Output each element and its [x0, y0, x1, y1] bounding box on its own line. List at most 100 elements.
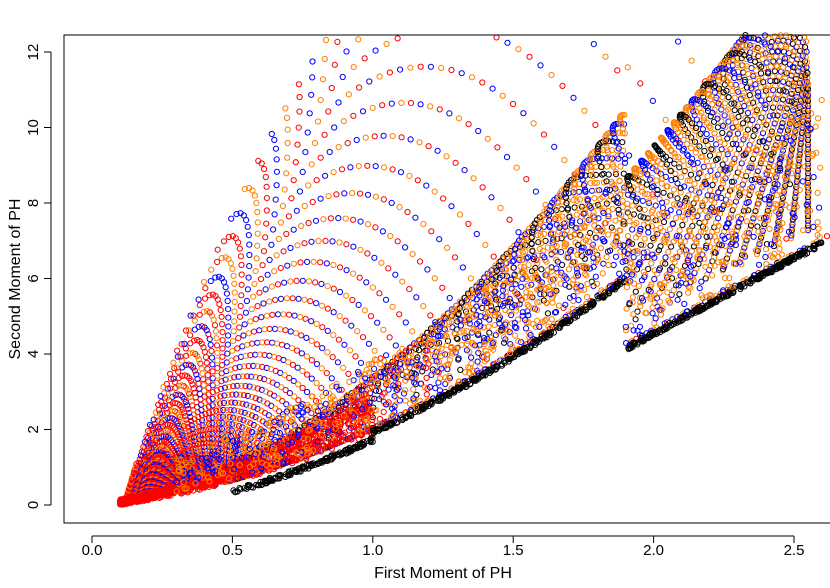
- data-point: [755, 224, 760, 229]
- data-point: [264, 208, 269, 213]
- data-point: [289, 346, 294, 351]
- data-point: [202, 279, 207, 284]
- data-point: [232, 309, 237, 314]
- data-point: [593, 172, 598, 177]
- data-point: [284, 296, 289, 301]
- data-point: [290, 362, 295, 367]
- data-point: [308, 299, 313, 304]
- data-point: [250, 341, 255, 346]
- data-point: [319, 366, 324, 371]
- data-point: [325, 328, 330, 333]
- data-point: [260, 340, 265, 345]
- data-point: [627, 219, 632, 224]
- data-point: [646, 230, 651, 235]
- data-point: [320, 77, 325, 82]
- data-point: [296, 296, 301, 301]
- data-point: [291, 227, 296, 232]
- data-point: [357, 275, 362, 280]
- data-point: [426, 144, 431, 149]
- data-point: [768, 78, 773, 83]
- data-point: [362, 308, 367, 313]
- data-point: [325, 284, 330, 289]
- data-point: [429, 229, 434, 234]
- data-point: [380, 103, 385, 108]
- data-point: [261, 301, 266, 306]
- data-point: [645, 249, 650, 254]
- data-point: [296, 398, 301, 403]
- data-point: [764, 60, 769, 65]
- data-point: [306, 183, 311, 188]
- data-point: [241, 333, 246, 338]
- data-point: [390, 134, 395, 139]
- data-point: [708, 188, 713, 193]
- data-point: [364, 280, 369, 285]
- data-point: [302, 297, 307, 302]
- data-point: [507, 217, 512, 222]
- data-point: [606, 232, 611, 237]
- data-point: [192, 327, 197, 332]
- data-point: [290, 296, 295, 301]
- data-point: [278, 266, 283, 271]
- data-point: [408, 101, 413, 106]
- data-point: [380, 229, 385, 234]
- data-point: [344, 268, 349, 273]
- data-point: [293, 331, 298, 336]
- data-point: [218, 308, 223, 313]
- data-point: [275, 341, 280, 346]
- data-point: [299, 333, 304, 338]
- data-point: [471, 176, 476, 181]
- data-point: [598, 246, 603, 251]
- data-point: [229, 216, 234, 221]
- data-point: [255, 304, 260, 309]
- data-point: [304, 335, 309, 340]
- data-point: [736, 114, 741, 119]
- data-point: [365, 163, 370, 168]
- data-point: [356, 37, 361, 42]
- data-point: [262, 327, 267, 332]
- data-point: [513, 333, 518, 338]
- data-point: [449, 204, 454, 209]
- data-point: [491, 254, 496, 259]
- data-point: [329, 376, 334, 381]
- data-point: [219, 314, 224, 319]
- data-point: [356, 302, 361, 307]
- data-point: [270, 340, 275, 345]
- data-point: [284, 115, 289, 120]
- data-point: [284, 171, 289, 176]
- data-point: [671, 288, 676, 293]
- data-point: [226, 307, 231, 312]
- data-point: [314, 321, 319, 326]
- data-point: [314, 361, 319, 366]
- data-point: [699, 279, 704, 284]
- data-point: [264, 184, 269, 189]
- data-point: [215, 358, 220, 363]
- data-point: [355, 329, 360, 334]
- data-point: [254, 200, 259, 205]
- data-point: [485, 136, 490, 141]
- data-point: [251, 294, 256, 299]
- data-point: [761, 93, 766, 98]
- data-point: [225, 298, 230, 303]
- data-point: [790, 111, 795, 116]
- data-point: [372, 134, 377, 139]
- data-point: [233, 423, 238, 428]
- data-point: [689, 146, 694, 151]
- data-point: [334, 192, 339, 197]
- data-point: [407, 287, 412, 292]
- data-point: [215, 247, 220, 252]
- data-point: [469, 75, 474, 80]
- data-point: [515, 317, 520, 322]
- data-point: [408, 65, 413, 70]
- data-point: [489, 195, 494, 200]
- data-point: [232, 429, 237, 434]
- data-point: [294, 208, 299, 213]
- data-point: [673, 154, 678, 159]
- data-point: [340, 74, 345, 79]
- data-point: [263, 287, 268, 292]
- data-point: [440, 285, 445, 290]
- data-point: [247, 264, 252, 269]
- data-point: [443, 381, 448, 386]
- data-point: [294, 278, 299, 283]
- data-point: [316, 238, 321, 243]
- data-point: [405, 209, 410, 214]
